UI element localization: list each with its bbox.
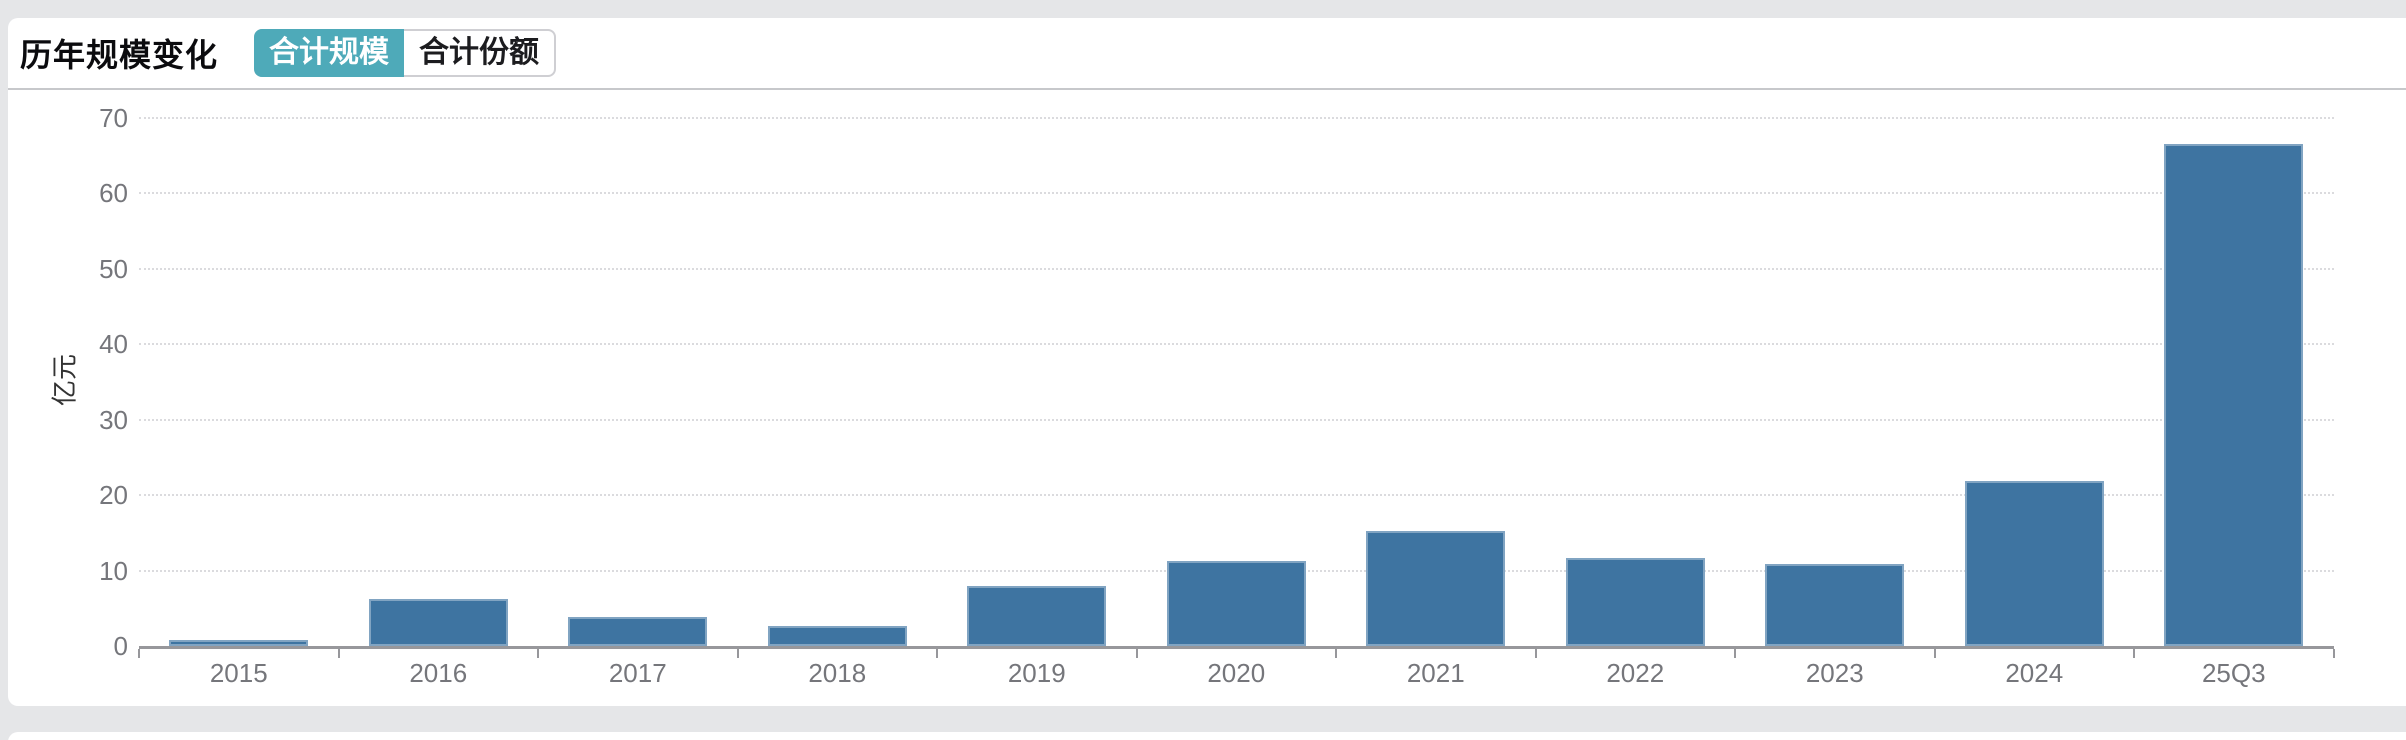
x-axis-label-2018: 2018 [808, 658, 867, 688]
x-axis-label-2016: 2016 [409, 658, 468, 688]
tab-total-share[interactable]: 合计份额 [419, 36, 540, 69]
y-axis-tick-label: 20 [99, 480, 128, 510]
x-axis-tick [736, 649, 739, 658]
bar-2018[interactable] [767, 626, 907, 646]
bar-2021[interactable] [1366, 531, 1506, 646]
x-axis-tick [2133, 649, 2135, 658]
x-axis-label-2019: 2019 [1007, 658, 1066, 688]
x-axis-label-2023: 2023 [1805, 658, 1864, 688]
x-axis-tick [1335, 649, 1337, 658]
gridline-40 [139, 343, 2334, 345]
bar-chart: 亿元 0 10 20 30 40 50 60 70 2015 2016 2017 2018 2019 20… [8, 90, 2406, 704]
y-axis-unit-label: 亿元 [49, 353, 80, 407]
x-axis-tick [1135, 649, 1138, 658]
x-axis-tick [936, 649, 938, 658]
bar-25Q3[interactable] [2164, 143, 2304, 646]
y-axis-tick-label: 0 [113, 631, 128, 661]
next-card [8, 732, 2406, 740]
x-axis-tick [1734, 649, 1736, 658]
gridline-50 [139, 267, 2334, 270]
x-axis-tick [537, 649, 539, 658]
x-axis-label-2022: 2022 [1606, 658, 1665, 688]
bar-2024[interactable] [1964, 480, 2104, 646]
y-axis-tick-label: 10 [99, 555, 128, 586]
x-axis-label-25Q3: 25Q3 [2201, 658, 2266, 688]
bar-2023[interactable] [1765, 563, 1905, 646]
bar-2016[interactable] [368, 599, 508, 646]
x-axis-label-2015: 2015 [209, 658, 268, 688]
x-axis-label-2021: 2021 [1406, 658, 1465, 688]
gridline-30 [139, 418, 2334, 421]
chart-card: 历年规模变化 合计规模 合计份额 亿元 0 10 20 30 40 50 60 70 2015 2… [8, 18, 2406, 706]
y-axis-tick-label: 60 [99, 178, 128, 208]
x-axis-tick [1534, 649, 1537, 658]
bar-2017[interactable] [568, 617, 708, 646]
gridline-20 [139, 494, 2334, 496]
x-axis-tick [2332, 649, 2335, 658]
x-axis-tick [1933, 649, 1936, 658]
x-axis-label-2017: 2017 [608, 658, 667, 688]
x-axis-tick [138, 649, 140, 658]
bar-2019[interactable] [967, 586, 1107, 646]
bar-2022[interactable] [1565, 557, 1705, 646]
y-axis-tick-label: 50 [99, 253, 128, 284]
y-axis-tick-label: 70 [99, 102, 128, 133]
gridline-60 [139, 192, 2334, 194]
y-axis-tick-label: 40 [99, 329, 128, 359]
tab-group: 合计规模 合计份额 [254, 29, 557, 77]
chart-card-header: 历年规模变化 合计规模 合计份额 [8, 18, 2406, 90]
x-axis-label-2024: 2024 [2005, 658, 2064, 688]
x-axis-line [139, 646, 2334, 649]
tab-total-scale[interactable]: 合计规模 [254, 29, 405, 77]
y-axis-tick-label: 30 [99, 404, 128, 435]
gridline-70 [139, 116, 2334, 119]
bar-2015[interactable] [169, 639, 309, 646]
x-axis-tick [337, 649, 340, 658]
bar-2020[interactable] [1166, 561, 1306, 646]
page-title: 历年规模变化 [20, 37, 219, 73]
x-axis-label-2020: 2020 [1207, 658, 1266, 688]
